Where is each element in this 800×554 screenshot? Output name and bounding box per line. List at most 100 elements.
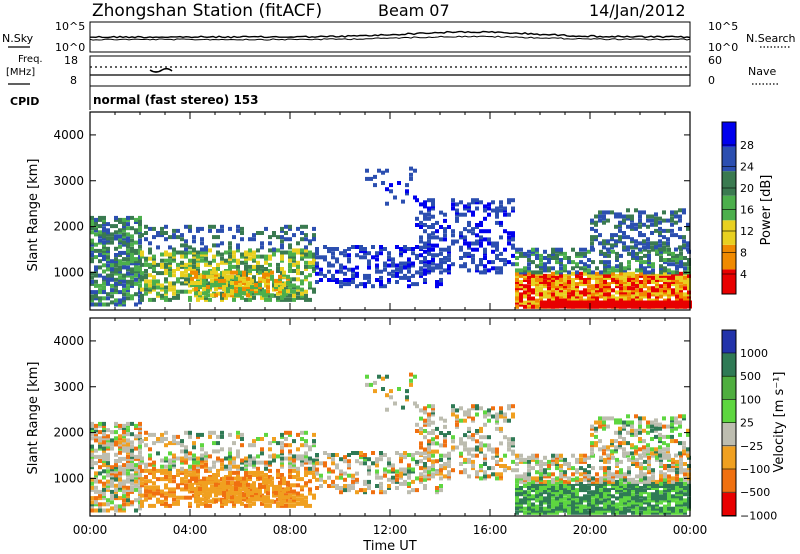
power-cell <box>559 273 563 278</box>
power-cell <box>679 256 683 260</box>
velocity-cell <box>423 406 427 411</box>
velocity-cell <box>102 502 106 507</box>
velocity-cell <box>156 477 160 482</box>
velocity-cell <box>471 447 475 452</box>
power-cell <box>655 278 659 282</box>
power-cell <box>256 254 260 259</box>
velocity-cell <box>602 445 606 450</box>
power-cell <box>627 284 631 289</box>
power-cell <box>260 264 264 269</box>
power-cell <box>675 284 679 289</box>
power-cell <box>646 214 650 219</box>
power-cell <box>401 199 405 204</box>
velocity-cell <box>654 447 658 452</box>
velocity-cell <box>288 430 292 435</box>
power-cell <box>599 278 603 282</box>
velocity-cell <box>443 418 447 423</box>
power-cell <box>683 275 687 280</box>
power-cell <box>635 251 639 256</box>
velocity-cell <box>563 484 567 488</box>
power-cell <box>300 271 304 276</box>
power-cell <box>90 248 94 253</box>
power-cell <box>539 286 543 291</box>
velocity-cell <box>655 494 659 499</box>
velocity-cell <box>635 506 639 511</box>
power-cell <box>563 264 567 269</box>
velocity-cell <box>379 451 383 455</box>
power-cell <box>563 268 567 273</box>
velocity-cell <box>571 494 575 499</box>
power-cell <box>559 278 563 282</box>
velocity-cell <box>216 473 220 477</box>
power-cell <box>455 212 459 217</box>
power-cell <box>531 247 535 252</box>
velocity-cell <box>415 462 419 466</box>
power-cell <box>674 233 678 238</box>
power-cell <box>439 210 443 215</box>
velocity-cell <box>487 408 491 413</box>
velocity-cell <box>363 455 367 460</box>
power-cell <box>551 278 555 282</box>
power-cell <box>634 226 638 231</box>
velocity-cell <box>571 477 575 482</box>
velocity-cell <box>130 487 134 492</box>
power-cell <box>371 245 375 249</box>
power-cell <box>599 284 603 289</box>
velocity-cell <box>168 458 172 463</box>
power-cell <box>556 300 560 309</box>
power-cell <box>431 206 435 211</box>
power-cell <box>599 260 603 265</box>
velocity-cell <box>663 477 667 482</box>
velocity-cell <box>575 510 579 515</box>
power-cell <box>543 266 547 271</box>
velocity-cell <box>172 456 176 461</box>
velocity-cell <box>110 500 114 505</box>
power-cell <box>483 247 487 252</box>
velocity-cell <box>467 412 471 417</box>
power-cell <box>595 266 599 271</box>
velocity-cell <box>611 510 615 515</box>
velocity-cell <box>134 467 138 472</box>
velocity-cell <box>631 510 635 515</box>
velocity-cell <box>411 467 415 472</box>
velocity-cell <box>607 479 611 484</box>
velocity-cell <box>602 422 606 427</box>
velocity-cell <box>535 479 539 484</box>
power-cell <box>230 270 234 275</box>
power-cell <box>639 268 643 273</box>
velocity-cell <box>395 479 399 484</box>
power-cell <box>623 278 627 282</box>
velocity-cell <box>351 479 355 484</box>
power-cell <box>623 271 627 276</box>
power-colorbar-label: Power [dB] <box>759 175 774 246</box>
velocity-cell <box>90 477 94 482</box>
velocity-cell <box>551 494 555 499</box>
velocity-cell <box>315 467 319 472</box>
power-cell <box>419 235 423 240</box>
velocity-cell <box>547 472 551 477</box>
power-cell <box>391 261 395 266</box>
power-cell <box>591 273 595 278</box>
power-cell <box>232 254 236 259</box>
power-cell <box>650 214 654 219</box>
power-cell <box>296 285 300 290</box>
velocity-cell <box>160 499 164 504</box>
velocity-cell <box>455 414 459 419</box>
velocity-cell <box>559 474 563 479</box>
velocity-cell <box>495 459 499 464</box>
velocity-cell <box>647 455 651 460</box>
velocity-cell <box>439 471 443 476</box>
power-cell <box>663 260 667 265</box>
velocity-cell <box>646 443 650 448</box>
power-cell <box>164 224 168 229</box>
power-cell <box>98 298 102 303</box>
velocity-cell <box>539 488 543 493</box>
velocity-cell <box>451 408 455 413</box>
power-cell <box>156 262 160 267</box>
power-cell <box>300 287 304 292</box>
power-cell <box>686 222 690 227</box>
velocity-cell <box>292 439 296 444</box>
power-cell <box>258 270 262 275</box>
velocity-cell <box>188 466 192 471</box>
power-cell <box>355 284 359 289</box>
